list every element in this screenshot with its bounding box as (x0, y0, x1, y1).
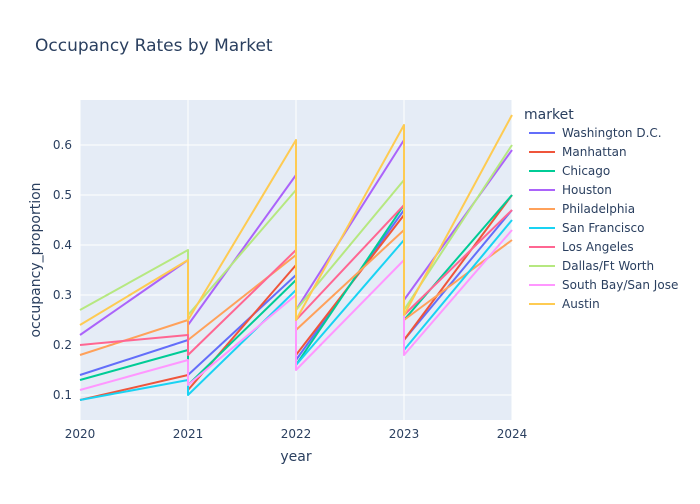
legend-item[interactable]: Philadelphia (529, 202, 635, 216)
legend-label: Dallas/Ft Worth (562, 259, 654, 273)
legend-item[interactable]: Chicago (529, 164, 610, 178)
x-tick-label: 2024 (497, 427, 528, 441)
legend-item[interactable]: Houston (529, 183, 612, 197)
legend-items[interactable]: Washington D.C. Manhattan Chicago Houston Ph… (529, 126, 678, 311)
x-tick-label: 2020 (65, 427, 96, 441)
y-tick-label: 0.2 (53, 338, 72, 352)
series-line-south-bay-san-jose[interactable] (79, 229, 513, 391)
y-tick-label: 0.1 (53, 388, 72, 402)
legend-item[interactable]: Washington D.C. (529, 126, 662, 140)
y-tick-label: 0.5 (53, 188, 72, 202)
x-axis-ticks: 2020 2021 2022 2023 2024 (65, 427, 528, 441)
legend[interactable]: market Washington D.C. Manhattan Chicago Ho… (524, 107, 678, 311)
x-tick-label: 2022 (281, 427, 312, 441)
chart-title: Occupancy Rates by Market (35, 36, 273, 56)
legend-label: Philadelphia (562, 202, 635, 216)
y-axis-ticks: 0.1 0.2 0.3 0.4 0.5 0.6 (53, 138, 72, 402)
x-tick-label: 2023 (389, 427, 420, 441)
legend-label: Houston (562, 183, 612, 197)
legend-item[interactable]: Los Angeles (529, 240, 634, 254)
legend-label: San Francisco (562, 221, 644, 235)
legend-label: Austin (562, 297, 600, 311)
legend-label: Manhattan (562, 145, 627, 159)
legend-title: market (524, 107, 574, 123)
legend-label: Chicago (562, 164, 610, 178)
y-axis-title: occupancy_proportion (28, 182, 44, 337)
legend-label: Washington D.C. (562, 126, 662, 140)
y-tick-label: 0.3 (53, 288, 72, 302)
legend-item[interactable]: Manhattan (529, 145, 627, 159)
legend-label: Los Angeles (562, 240, 634, 254)
x-tick-label: 2021 (173, 427, 204, 441)
legend-item[interactable]: South Bay/San Jose (529, 278, 678, 292)
legend-item[interactable]: Dallas/Ft Worth (529, 259, 654, 273)
x-axis-title: year (280, 449, 311, 465)
series-line-austin[interactable] (79, 114, 513, 326)
legend-item[interactable]: Austin (529, 297, 600, 311)
legend-item[interactable]: San Francisco (529, 221, 644, 235)
legend-label: South Bay/San Jose (562, 278, 678, 292)
series-lines (79, 114, 513, 401)
y-tick-label: 0.4 (53, 238, 72, 252)
y-tick-label: 0.6 (53, 138, 72, 152)
